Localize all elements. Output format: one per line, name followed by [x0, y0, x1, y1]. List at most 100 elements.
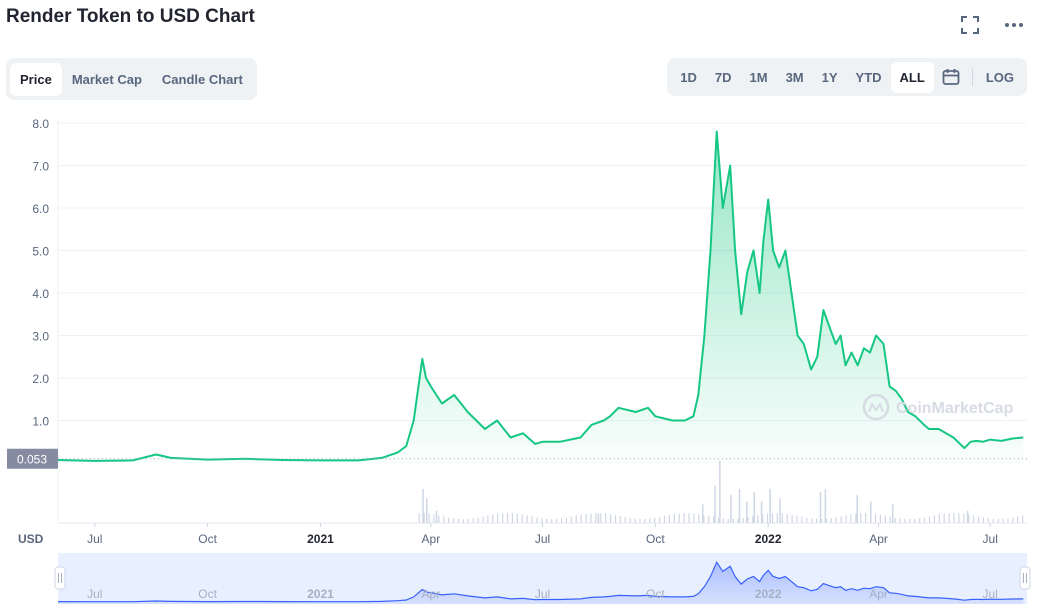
volume-bar-bg: [968, 514, 970, 523]
volume-bar-bg: [516, 513, 518, 523]
volume-bar: [714, 485, 716, 523]
volume-bar-bg: [423, 513, 425, 523]
navigator-left-handle[interactable]: [54, 566, 66, 590]
volume-bar-bg: [781, 513, 783, 523]
volume-bar-bg: [506, 513, 509, 523]
volume-bar-bg: [840, 516, 842, 523]
volume-bar-bg: [914, 518, 916, 523]
tab-candle-chart[interactable]: Candle Chart: [161, 71, 243, 87]
tab-price[interactable]: Price: [10, 62, 62, 96]
y-tick-label: 8.0: [32, 117, 49, 131]
volume-bar-bg: [771, 513, 774, 523]
range-1d[interactable]: 1D: [680, 69, 697, 85]
volume-bar-bg: [614, 515, 617, 523]
volume-bar-bg: [644, 518, 646, 523]
volume-bar-bg: [492, 514, 494, 523]
volume-bar-bg: [688, 513, 690, 523]
volume-bar-bg: [889, 516, 891, 523]
navigator-tick-label: Apr: [422, 587, 441, 601]
range-1y[interactable]: 1Y: [821, 69, 838, 85]
volume-bar: [597, 513, 600, 523]
volume-bar: [422, 488, 424, 523]
navigator-tick-label: Jul: [87, 587, 102, 601]
volume-bar-bg: [698, 514, 700, 523]
volume-bar: [425, 498, 428, 523]
volume-bar-bg: [649, 518, 651, 523]
volume-bar-bg: [879, 514, 882, 523]
volume-bar-bg: [992, 518, 994, 523]
volume-bar-bg: [742, 518, 744, 523]
volume-bar: [966, 510, 969, 523]
volume-bar-bg: [634, 518, 636, 523]
volume-bar-bg: [428, 513, 430, 523]
range-all[interactable]: ALL: [890, 61, 934, 93]
volume-bar-bg: [609, 514, 612, 523]
more-horizontal-icon[interactable]: [1001, 12, 1027, 38]
navigator-tick-label: Jul: [983, 587, 998, 601]
separator: [971, 68, 973, 86]
y-tick-label: 5.0: [32, 245, 49, 259]
tab-market-cap[interactable]: Market Cap: [71, 71, 142, 87]
volume-bar-bg: [590, 513, 592, 523]
volume-bar-bg: [860, 513, 862, 523]
volume-bar: [856, 495, 859, 523]
volume-bar-bg: [850, 514, 852, 523]
volume-bar-bg: [462, 518, 464, 523]
volume-bar-bg: [958, 513, 960, 523]
volume-bar-bg: [727, 518, 729, 523]
navigator-tick-label: Oct: [198, 587, 217, 601]
log-toggle[interactable]: LOG: [985, 69, 1014, 85]
volume-bar: [435, 510, 438, 523]
volume-bar-bg: [477, 517, 479, 523]
volume-bar-bg: [948, 513, 950, 523]
navigator-tick-label: Jul: [535, 587, 550, 601]
current-price-label: 0.053: [17, 453, 47, 467]
x-tick-label: 2022: [755, 532, 782, 546]
y-tick-label: 6.0: [32, 202, 49, 216]
volume-bar-bg: [884, 515, 886, 523]
range-1m[interactable]: 1M: [749, 69, 768, 85]
navigator-tick-label: Oct: [646, 587, 665, 601]
volume-bar-bg: [521, 514, 523, 523]
volume-bar-bg: [565, 517, 568, 523]
volume-bar-bg: [452, 518, 455, 523]
x-tick-label: Jul: [983, 532, 998, 546]
y-tick-label: 4.0: [32, 287, 49, 301]
range-3m[interactable]: 3M: [785, 69, 804, 85]
volume-bar: [738, 488, 741, 523]
range-ytd[interactable]: YTD: [855, 69, 882, 85]
volume-bar-bg: [982, 517, 985, 523]
price-line: [57, 130, 1024, 462]
volume-bar: [769, 488, 771, 523]
volume-bar-bg: [801, 516, 803, 523]
navigator-tick-label: 2021: [307, 587, 334, 601]
currency-label: USD: [18, 532, 44, 546]
range-7d[interactable]: 7D: [714, 69, 732, 85]
volume-bar-bg: [472, 518, 474, 523]
y-tick-label: 2.0: [32, 372, 49, 386]
volume-bar-bg: [732, 518, 734, 523]
x-tick-label: Apr: [422, 532, 441, 546]
volume-bar-bg: [933, 515, 935, 523]
volume-bar-bg: [796, 515, 798, 523]
volume-bar-bg: [943, 513, 945, 523]
navigator-right-handle[interactable]: [1019, 566, 1031, 590]
navigator-tick-label: 2022: [755, 587, 782, 601]
expand-icon[interactable]: [957, 12, 983, 38]
volume-bar: [753, 492, 755, 523]
volume-bar-bg: [997, 518, 999, 523]
volume-bar-bg: [757, 515, 759, 523]
volume-bar-bg: [919, 518, 921, 523]
navigator-tick-label: Apr: [869, 587, 888, 601]
y-tick-label: 3.0: [32, 330, 49, 344]
volume-bar: [892, 504, 894, 523]
volume-bar-bg: [443, 516, 445, 523]
volume-bar: [819, 492, 822, 523]
volume-bar: [746, 501, 748, 523]
volume-bar-bg: [693, 513, 695, 523]
volume-bar-bg: [963, 513, 965, 523]
volume-bar: [760, 501, 763, 523]
volume-bar-bg: [791, 514, 793, 523]
navigator-area: [58, 562, 1024, 604]
calendar-icon[interactable]: [934, 68, 968, 86]
